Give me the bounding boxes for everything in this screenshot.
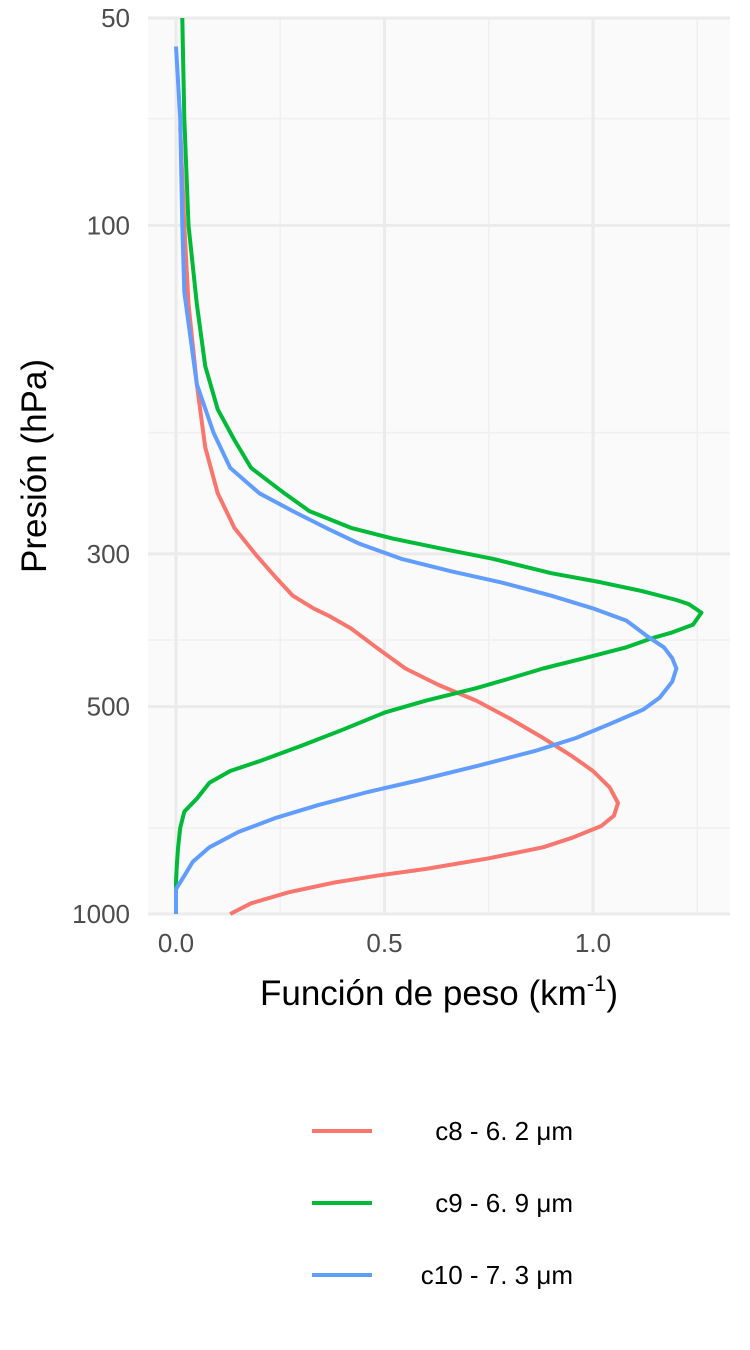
legend-label-2: c9 - 6. 9 μm: [435, 1188, 573, 1218]
y-axis-title: Presión (hPa): [15, 359, 54, 573]
y-tick-labels: 50 100 300 500 1000: [72, 3, 130, 929]
legend-label-3: c10 - 7. 3 μm: [421, 1260, 573, 1290]
major-gridlines: [148, 16, 730, 916]
y-tick-label-0: 50: [101, 3, 130, 33]
y-tick-label-4: 1000: [72, 899, 130, 929]
series-lines: [174, 17, 704, 916]
series-line-3: [174, 46, 679, 914]
legend-label-1: c8 - 6. 2 μm: [435, 1116, 573, 1146]
y-tick-label-3: 500: [87, 692, 130, 722]
x-tick-label-2: 1.0: [575, 928, 611, 958]
plot-panel: [148, 18, 730, 914]
x-tick-label-0: 0.0: [158, 928, 194, 958]
legend: c8 - 6. 2 μm c9 - 6. 9 μm c10 - 7. 3 μm: [312, 1116, 573, 1290]
series-line-1: [178, 127, 620, 916]
x-axis-title: Función de peso (km-1): [260, 971, 618, 1013]
x-tick-label-1: 0.5: [366, 928, 402, 958]
y-tick-label-1: 100: [87, 210, 130, 240]
y-tick-label-2: 300: [87, 539, 130, 569]
x-tick-labels: 0.0 0.5 1.0: [158, 928, 611, 958]
series-line-2: [174, 17, 704, 914]
